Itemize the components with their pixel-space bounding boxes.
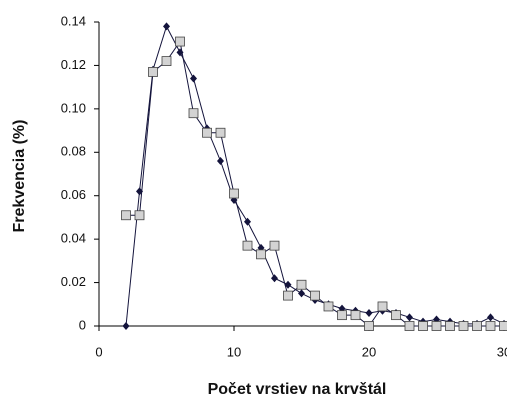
square-marker [296, 279, 307, 290]
diamond-marker [122, 322, 130, 330]
diamond-marker [271, 274, 278, 283]
square-marker [404, 321, 415, 331]
square-marker [175, 36, 185, 47]
diamond-marker [298, 289, 305, 298]
diamond-marker [487, 313, 494, 322]
y-tick-label: 0.02 [61, 274, 86, 289]
y-tick-label: 0.12 [61, 57, 86, 72]
series-line [126, 40, 504, 327]
diamond-marker [406, 313, 413, 322]
square-marker [323, 301, 334, 312]
y-tick-label: 0.08 [61, 144, 86, 159]
square-marker [458, 321, 469, 331]
series-line [125, 25, 505, 327]
diamond-marker [190, 74, 197, 83]
square-marker [472, 321, 482, 331]
x-tick-label: 10 [227, 344, 241, 359]
square-marker [337, 310, 347, 321]
square-marker [377, 301, 388, 312]
square-marker [418, 321, 428, 331]
diamond-marker [136, 187, 143, 196]
square-marker [485, 321, 496, 331]
square-marker [310, 290, 320, 301]
square-marker [134, 210, 145, 221]
square-marker [499, 321, 507, 331]
square-marker [283, 290, 293, 301]
square-marker [431, 321, 442, 331]
square-marker [242, 240, 253, 251]
square-marker [350, 310, 361, 321]
diamond-marker [365, 308, 373, 317]
x-tick-label: 20 [362, 344, 376, 359]
x-axis-title: Počet vrstiev na krvštál [208, 381, 387, 398]
diamond-marker [217, 156, 224, 165]
square-marker [121, 210, 131, 221]
square-marker [215, 127, 226, 138]
square-marker [256, 249, 266, 260]
diamond-marker [176, 48, 184, 57]
y-tick-label: 0.10 [61, 100, 86, 115]
square-marker [269, 240, 280, 251]
diamond-marker [244, 217, 251, 226]
square-marker [161, 56, 172, 66]
y-tick-label: 0.14 [61, 13, 86, 28]
y-tick-label: 0.04 [61, 231, 86, 246]
square-marker [391, 310, 401, 321]
y-tick-label: 0 [79, 317, 86, 332]
square-marker [188, 108, 199, 119]
square-marker [364, 321, 374, 331]
x-tick-label: 30 [497, 344, 507, 359]
diamond-marker [284, 280, 292, 289]
square-marker [148, 67, 158, 77]
diamond-marker [163, 22, 170, 31]
square-marker [229, 188, 239, 199]
square-marker [445, 321, 455, 331]
square-marker [202, 127, 212, 138]
y-tick-label: 0.06 [61, 187, 86, 202]
y-axis-title: Frekvencia (%) [11, 120, 28, 233]
x-tick-label: 0 [95, 344, 102, 359]
